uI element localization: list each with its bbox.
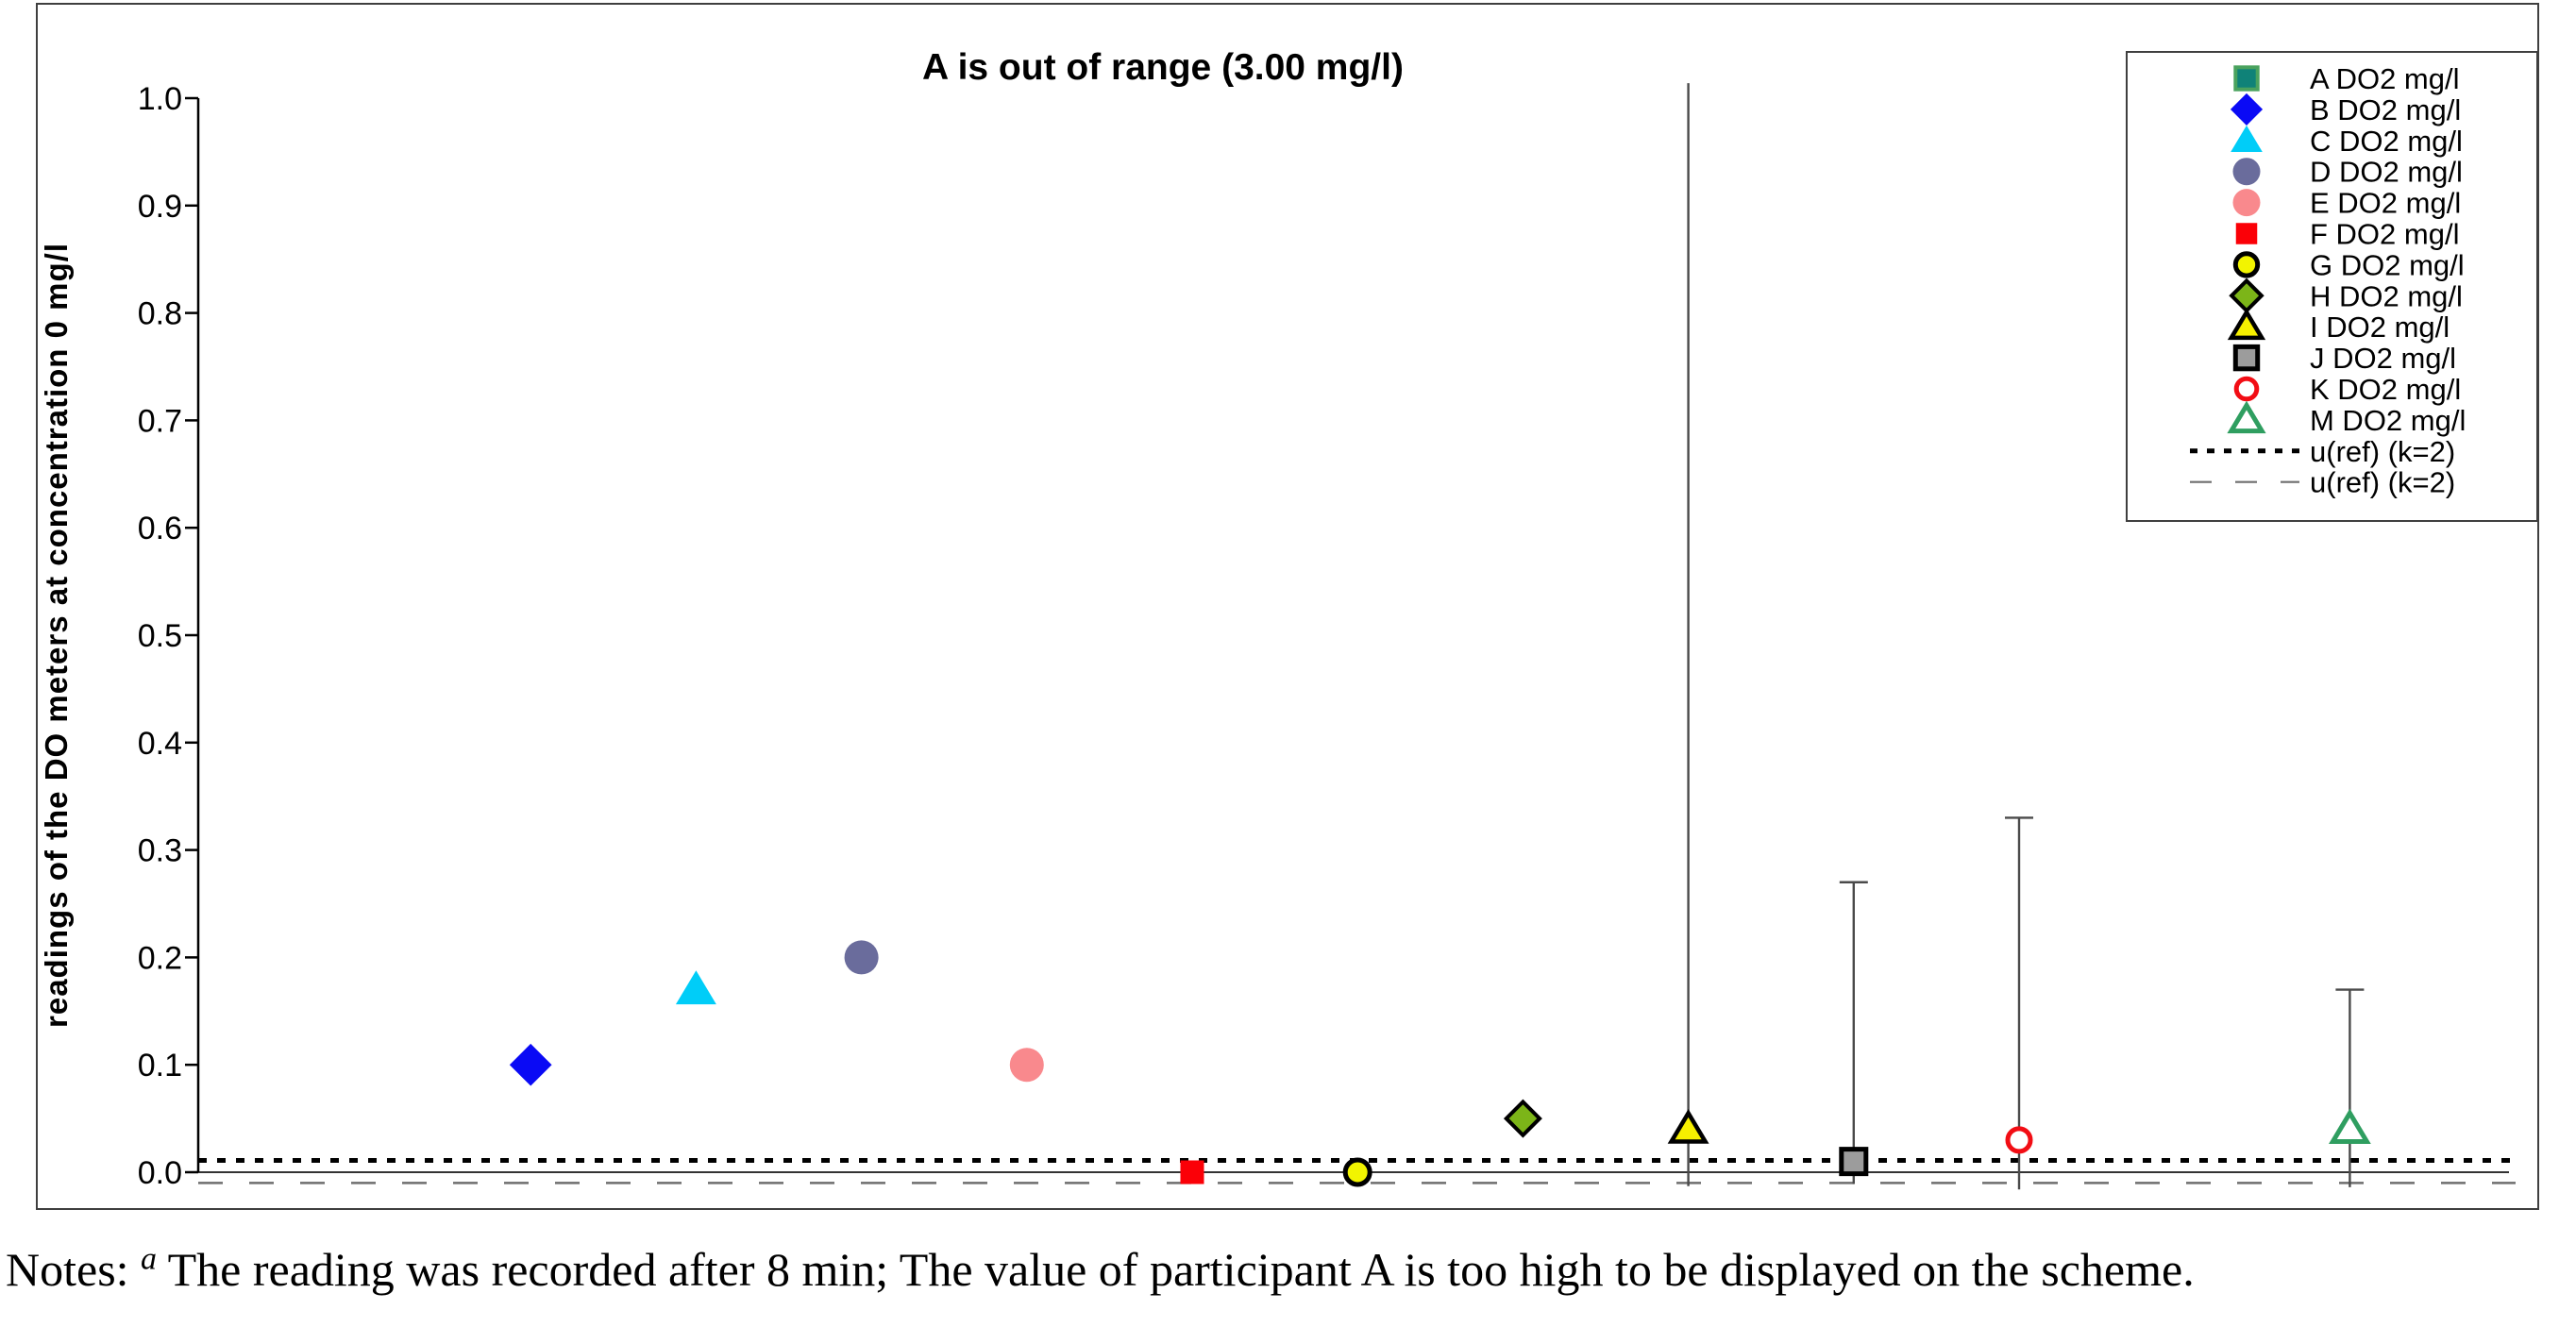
- legend-label-uref: u(ref) (k=2): [2310, 466, 2455, 499]
- marker-D: [844, 940, 879, 975]
- legend-label-G: G DO2 mg/l: [2310, 248, 2465, 281]
- y-tick-label: 0.1: [138, 1048, 182, 1083]
- y-tick-label: 0.5: [138, 618, 182, 654]
- legend-marker-E: [2232, 189, 2261, 217]
- footnote-prefix: Notes:: [6, 1243, 142, 1296]
- legend-label-I: I DO2 mg/l: [2310, 311, 2450, 344]
- legend-label-K: K DO2 mg/l: [2310, 373, 2461, 406]
- y-tick-label: 1.0: [138, 81, 182, 117]
- y-tick-label: 0.0: [138, 1155, 182, 1191]
- y-tick-label: 0.8: [138, 296, 182, 332]
- legend-label-B: B DO2 mg/l: [2310, 93, 2461, 126]
- footnote: Notes: a The reading was recorded after …: [6, 1242, 2576, 1297]
- legend-label-uref: u(ref) (k=2): [2310, 435, 2455, 468]
- marker-C: [675, 970, 716, 1005]
- legend-label-M: M DO2 mg/l: [2310, 404, 2466, 437]
- legend-box: [2126, 51, 2538, 522]
- legend-marker-C: [2231, 125, 2263, 152]
- y-tick-label: 0.3: [138, 833, 182, 869]
- marker-I: [1667, 1109, 1709, 1144]
- y-tick-label: 0.7: [138, 403, 182, 439]
- legend-label-F: F DO2 mg/l: [2310, 218, 2459, 251]
- footnote-superscript: a: [141, 1241, 158, 1277]
- legend-label-E: E DO2 mg/l: [2310, 187, 2461, 220]
- marker-E: [1009, 1048, 1044, 1083]
- marker-B: [509, 1043, 552, 1086]
- legend-marker-F: [2235, 223, 2258, 244]
- figure-border: [36, 3, 2539, 1210]
- legend-label-H: H DO2 mg/l: [2310, 279, 2463, 312]
- footnote-body: The reading was recorded after 8 min; Th…: [157, 1243, 2195, 1296]
- legend-marker-I: [2227, 308, 2266, 341]
- legend-marker-J: [2232, 344, 2261, 372]
- marker-M: [2329, 1108, 2371, 1144]
- y-tick-label: 0.4: [138, 726, 182, 762]
- legend-label-C: C DO2 mg/l: [2310, 125, 2463, 158]
- marker-G: [1342, 1157, 1372, 1187]
- y-tick-label: 0.9: [138, 189, 182, 225]
- y-tick-label: 0.6: [138, 511, 182, 546]
- marker-H: [1503, 1099, 1542, 1138]
- legend-marker-K: [2233, 376, 2260, 402]
- legend-marker-D: [2232, 158, 2261, 186]
- legend-label-J: J DO2 mg/l: [2310, 342, 2456, 375]
- chart-title: A is out of range (3.00 mg/l): [922, 47, 1404, 88]
- legend-marker-A: [2233, 65, 2260, 92]
- legend-marker-B: [2230, 92, 2264, 126]
- legend-label-D: D DO2 mg/l: [2310, 156, 2463, 189]
- legend-label-A: A DO2 mg/l: [2310, 62, 2460, 95]
- y-tick-label: 0.2: [138, 940, 182, 976]
- legend-marker-M: [2227, 400, 2266, 434]
- marker-K: [2005, 1126, 2033, 1154]
- marker-F: [1180, 1160, 1204, 1184]
- legend-marker-G: [2232, 251, 2261, 278]
- y-axis-label: readings of the DO meters at concentrati…: [39, 243, 74, 1028]
- marker-J: [1839, 1147, 1869, 1177]
